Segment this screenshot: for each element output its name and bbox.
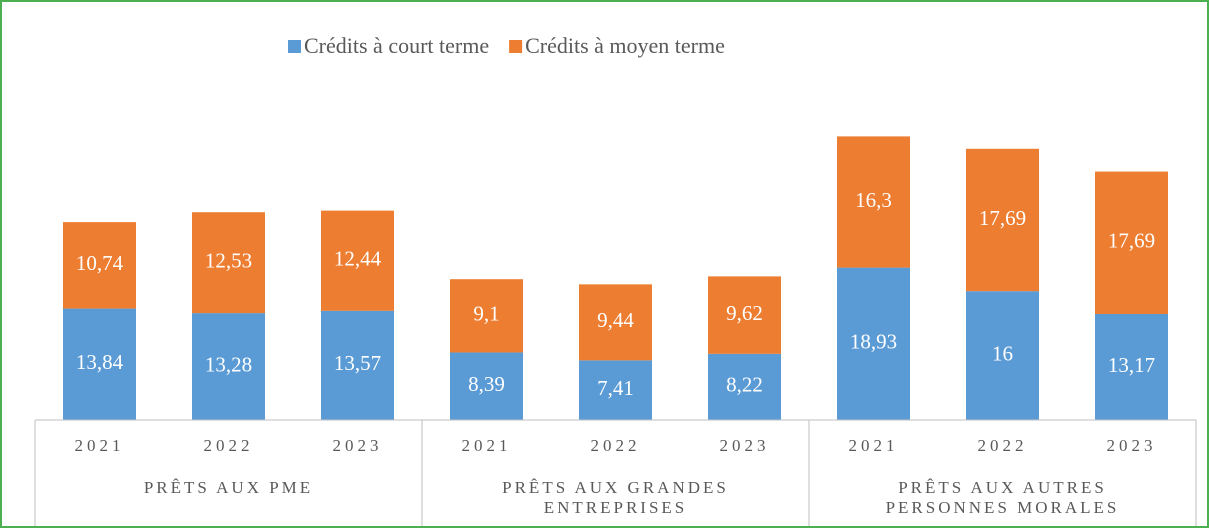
data-label: 13,84 (76, 350, 124, 374)
bar-segment (1095, 171, 1168, 314)
data-label: 10,74 (76, 251, 124, 275)
bar-segment (63, 222, 136, 309)
x-tick-label: 2021 (849, 436, 899, 455)
x-tick-label: 2021 (462, 436, 512, 455)
x-tick-label: 2022 (978, 436, 1028, 455)
data-label: 8,22 (726, 373, 763, 397)
x-tick-label: 2022 (204, 436, 254, 455)
data-label: 9,1 (473, 302, 499, 326)
bar-segment (63, 308, 136, 420)
data-label: 16 (992, 341, 1013, 365)
x-tick-label: 2021 (75, 436, 125, 455)
bar-segment (192, 212, 265, 314)
bar-segment (321, 310, 394, 420)
bar-segment (1095, 313, 1168, 420)
bar-segment (966, 148, 1039, 292)
data-label: 13,57 (334, 351, 381, 375)
data-label: 7,41 (597, 376, 634, 400)
x-tick-label: 2023 (333, 436, 383, 455)
group-label: PRÊTS AUX AUTRES PERSONNES MORALES (885, 478, 1120, 517)
bar-segment (837, 136, 910, 268)
data-label: 17,69 (979, 206, 1026, 230)
data-label: 16,3 (855, 188, 892, 212)
data-label: 9,44 (597, 308, 634, 332)
bar-segment (192, 313, 265, 420)
bar-segment (708, 276, 781, 354)
data-label: 17,69 (1108, 229, 1155, 253)
x-tick-label: 2022 (591, 436, 641, 455)
bar-segment (450, 279, 523, 353)
legend-swatch (509, 40, 523, 53)
x-tick-label: 2023 (1107, 436, 1157, 455)
group-label: PRÊTS AUX GRANDES ENTREPRISES (502, 478, 729, 517)
bar-segment (450, 352, 523, 420)
data-label: 9,62 (726, 301, 763, 325)
bar-segment (321, 210, 394, 311)
bar-segment (579, 284, 652, 361)
bar-segment (837, 267, 910, 420)
data-label: 8,39 (468, 372, 505, 396)
bar-segment (966, 291, 1039, 420)
data-label: 13,17 (1108, 353, 1155, 377)
data-label: 18,93 (850, 330, 897, 354)
data-label: 12,53 (205, 248, 252, 272)
legend-label: Crédits à court terme (304, 33, 489, 58)
legend-swatch (288, 40, 301, 53)
bar-segment (579, 360, 652, 420)
bar-segment (708, 353, 781, 420)
group-label: PRÊTS AUX PME (143, 478, 314, 497)
x-tick-label: 2023 (720, 436, 770, 455)
data-label: 13,28 (205, 352, 252, 376)
legend-label: Crédits à moyen terme (525, 33, 725, 58)
data-label: 12,44 (334, 247, 382, 271)
